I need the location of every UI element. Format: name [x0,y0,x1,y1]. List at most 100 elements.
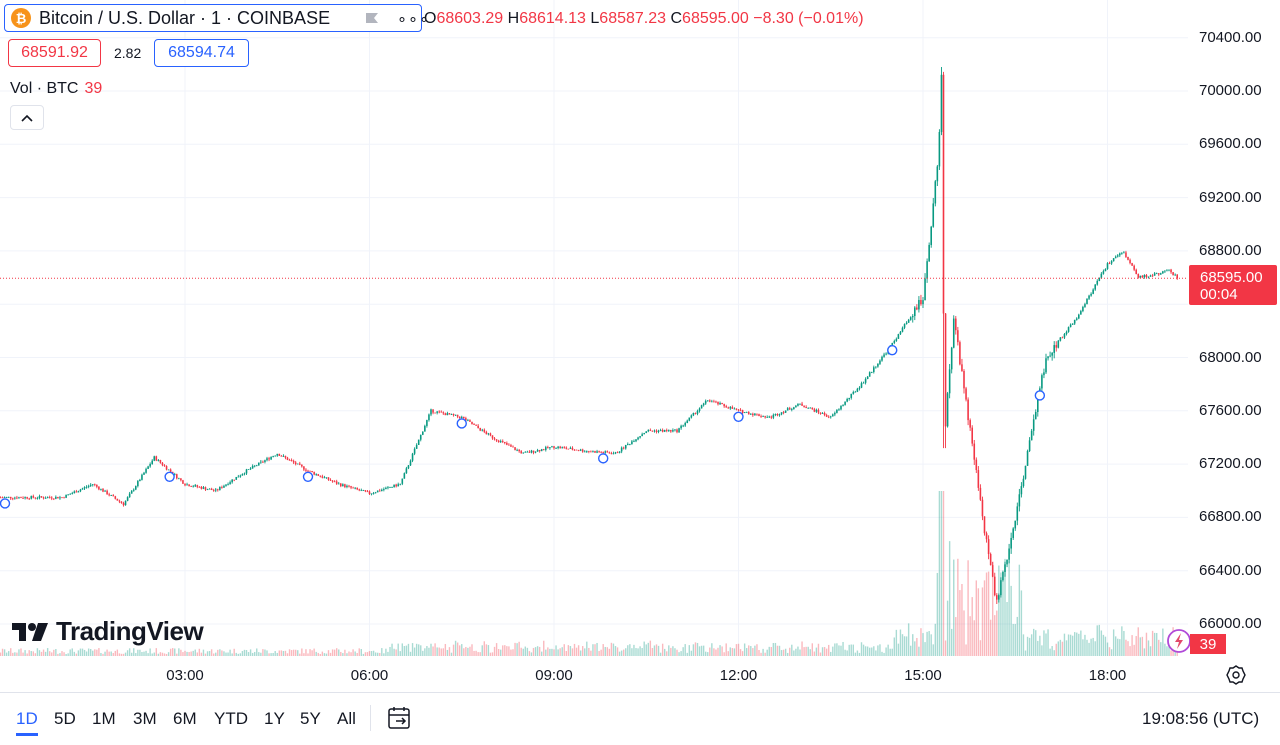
range-tab-1y[interactable]: 1Y [264,709,285,728]
candle-body [1096,280,1099,285]
candle-body [489,433,492,436]
volume-bar [934,623,936,656]
volume-bar [871,647,873,656]
volume-bar [793,650,795,656]
candle-body [823,413,826,416]
range-tab-5d[interactable]: 5D [54,709,76,728]
volume-bar [51,652,53,656]
candle-body [98,486,100,490]
event-marker[interactable] [302,471,314,482]
candle-body [922,300,924,305]
event-marker[interactable] [733,411,744,422]
candle-body [778,414,781,416]
candle-body [333,481,336,483]
candle-body [206,489,209,491]
volume-bar [557,649,559,656]
volume-bar [840,645,842,656]
range-tab-all[interactable]: All [337,709,356,728]
volume-bar [1004,558,1006,656]
candle-body [465,418,467,421]
candle-body [520,451,522,454]
volume-bar [407,643,410,656]
volume-bar [1147,640,1150,656]
candle-body [524,451,527,453]
flag-icon[interactable] [365,12,379,24]
event-marker[interactable] [1034,390,1046,401]
candle-body [651,430,654,432]
volume-bars [0,491,1178,656]
event-marker[interactable] [598,453,609,464]
volume-bar [237,653,239,656]
range-tab-1d[interactable]: 1D [16,709,38,728]
volume-bar [739,649,742,656]
candle-body [342,484,344,487]
volume-bar [1074,632,1076,656]
utc-clock[interactable]: 19:08:56 (UTC) [1142,709,1260,728]
volume-bar [1024,650,1027,656]
time-tick-label: 18:00 [1088,667,1127,684]
symbol-selector[interactable]: ₿ Bitcoin / U.S. Dollar · 1 · COINBASE ∘… [4,4,429,32]
candle-body [214,489,217,491]
sell-price-button[interactable]: 68591.92 [8,39,101,67]
candle-body [266,458,268,461]
event-marker[interactable] [456,418,467,429]
candle-body [32,496,35,498]
candle-body [186,484,188,486]
range-tab-3m[interactable]: 3M [133,709,157,728]
range-tab-6m[interactable]: 6M [173,709,197,728]
candle-body [795,405,797,408]
volume-bar [676,649,678,656]
collapse-legend-button[interactable] [10,105,44,130]
volume-bar [758,650,760,656]
candle-body [674,429,676,431]
event-marker[interactable] [0,498,11,509]
volume-bar [975,580,977,656]
volume-bar [852,644,854,656]
candle-body [504,441,506,443]
candle-body [729,407,732,409]
volume-bar [1065,640,1068,656]
volume-bar [760,652,762,656]
volume-bar [155,648,157,656]
bolt-icon[interactable] [1166,628,1192,654]
candle-body [1000,580,1002,596]
candle-body [321,476,324,478]
candle-body [983,516,986,534]
candle-body [374,492,377,494]
volume-bar [1061,641,1064,656]
candle-body [370,493,373,495]
volume-bar [696,642,699,656]
volume-bar [360,649,362,656]
candle-body [934,181,937,204]
volume-bar [1125,639,1127,656]
candle-body [862,382,865,384]
candle-body [28,498,30,500]
range-tab-ytd[interactable]: YTD [214,709,248,728]
price-tick-label: 66000.00 [1199,615,1262,632]
volume-bar [987,571,990,656]
event-marker[interactable] [887,344,898,356]
calendar-goto-icon[interactable] [387,705,413,731]
range-tab-1m[interactable]: 1M [92,709,116,728]
buy-price-button[interactable]: 68594.74 [154,39,249,67]
time-tick-label: 15:00 [904,667,942,684]
candle-body [1051,352,1053,356]
event-marker[interactable] [164,471,175,482]
candle-body [358,489,361,491]
candle-body [87,485,90,487]
volume-bar [1092,637,1094,656]
volume-bar [1121,626,1123,656]
volume-bar [1094,641,1096,656]
candle-body [1049,355,1051,357]
candle-body [747,412,750,415]
candle-body [881,356,883,361]
volume-bar [446,649,449,656]
range-tab-5y[interactable]: 5Y [300,709,321,728]
candle-body [385,487,387,490]
candle-body [713,401,715,403]
price-chart[interactable] [0,0,1280,692]
more-icon[interactable]: ∘∘∘ [397,11,431,28]
candle-body [280,455,283,457]
settings-icon[interactable] [1226,665,1246,685]
tradingview-logo[interactable]: TradingView [12,616,204,647]
